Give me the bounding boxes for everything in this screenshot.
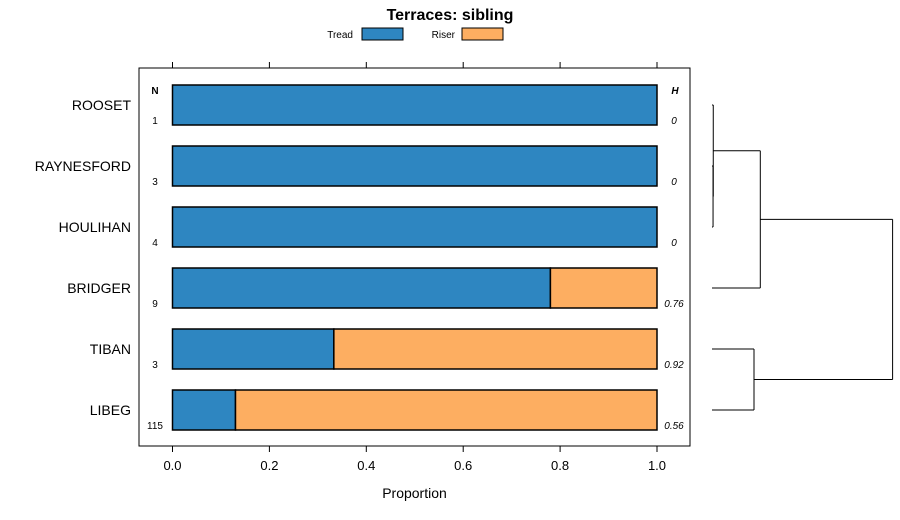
x-tick-label-0: 0.0 [163,458,181,473]
category-label-raynesford: RAYNESFORD [35,158,131,174]
legend-label-tread: Tread [327,30,353,41]
category-label-rooset: ROOSET [72,97,132,113]
axes-group: 0.0 0.2 0.4 0.6 0.8 1.0 [163,62,666,473]
legend-swatch-riser [461,27,504,41]
plot-frame [138,67,691,447]
bar-tread-libeg [171,389,237,431]
h-value-houlihan: 0 [671,238,677,249]
x-tick-label-1: 0.2 [260,458,278,473]
n-value-houlihan: 4 [152,238,158,249]
annotations-group: N H 1 0 3 0 4 0 9 0.76 3 0.92 115 0.56 [147,86,684,432]
h-value-tiban: 0.92 [664,360,684,371]
x-axis-title: Proportion [382,485,447,501]
x-tick-label-2: 0.4 [357,458,375,473]
bar-tread-bridger [171,267,552,309]
h-value-rooset: 0 [671,116,677,127]
bar-riser-bridger [549,267,658,309]
n-value-tiban: 3 [152,360,158,371]
category-labels: ROOSET RAYNESFORD HOULIHAN BRIDGER TIBAN LIBE… [35,97,132,418]
x-tick-label-3: 0.6 [454,458,472,473]
n-value-bridger: 9 [152,299,158,310]
bar-tread-tiban [171,328,335,370]
category-label-bridger: BRIDGER [67,280,131,296]
n-value-libeg: 115 [147,421,163,432]
x-tick-label-5: 1.0 [648,458,666,473]
h-header: H [671,86,679,97]
bar-tread-raynesford [171,145,658,187]
n-header: N [151,86,158,97]
category-label-libeg: LIBEG [90,402,131,418]
category-label-houlihan: HOULIHAN [59,219,131,235]
chart-title: Terraces: sibling [387,7,514,24]
h-value-libeg: 0.56 [664,421,684,432]
legend-label-riser: Riser [432,30,456,41]
legend: Tread Riser [327,27,504,41]
bar-tread-houlihan [171,206,658,248]
n-value-raynesford: 3 [152,177,158,188]
bar-tread-rooset [171,84,658,126]
bar-riser-libeg [234,389,658,431]
h-value-raynesford: 0 [671,177,677,188]
x-tick-label-4: 0.8 [551,458,569,473]
legend-swatch-tread [361,27,404,41]
dendrogram [712,104,894,411]
n-value-rooset: 1 [152,116,158,127]
h-value-bridger: 0.76 [664,299,684,310]
bars-group [171,84,658,431]
bar-riser-tiban [333,328,658,370]
category-label-tiban: TIBAN [90,341,131,357]
